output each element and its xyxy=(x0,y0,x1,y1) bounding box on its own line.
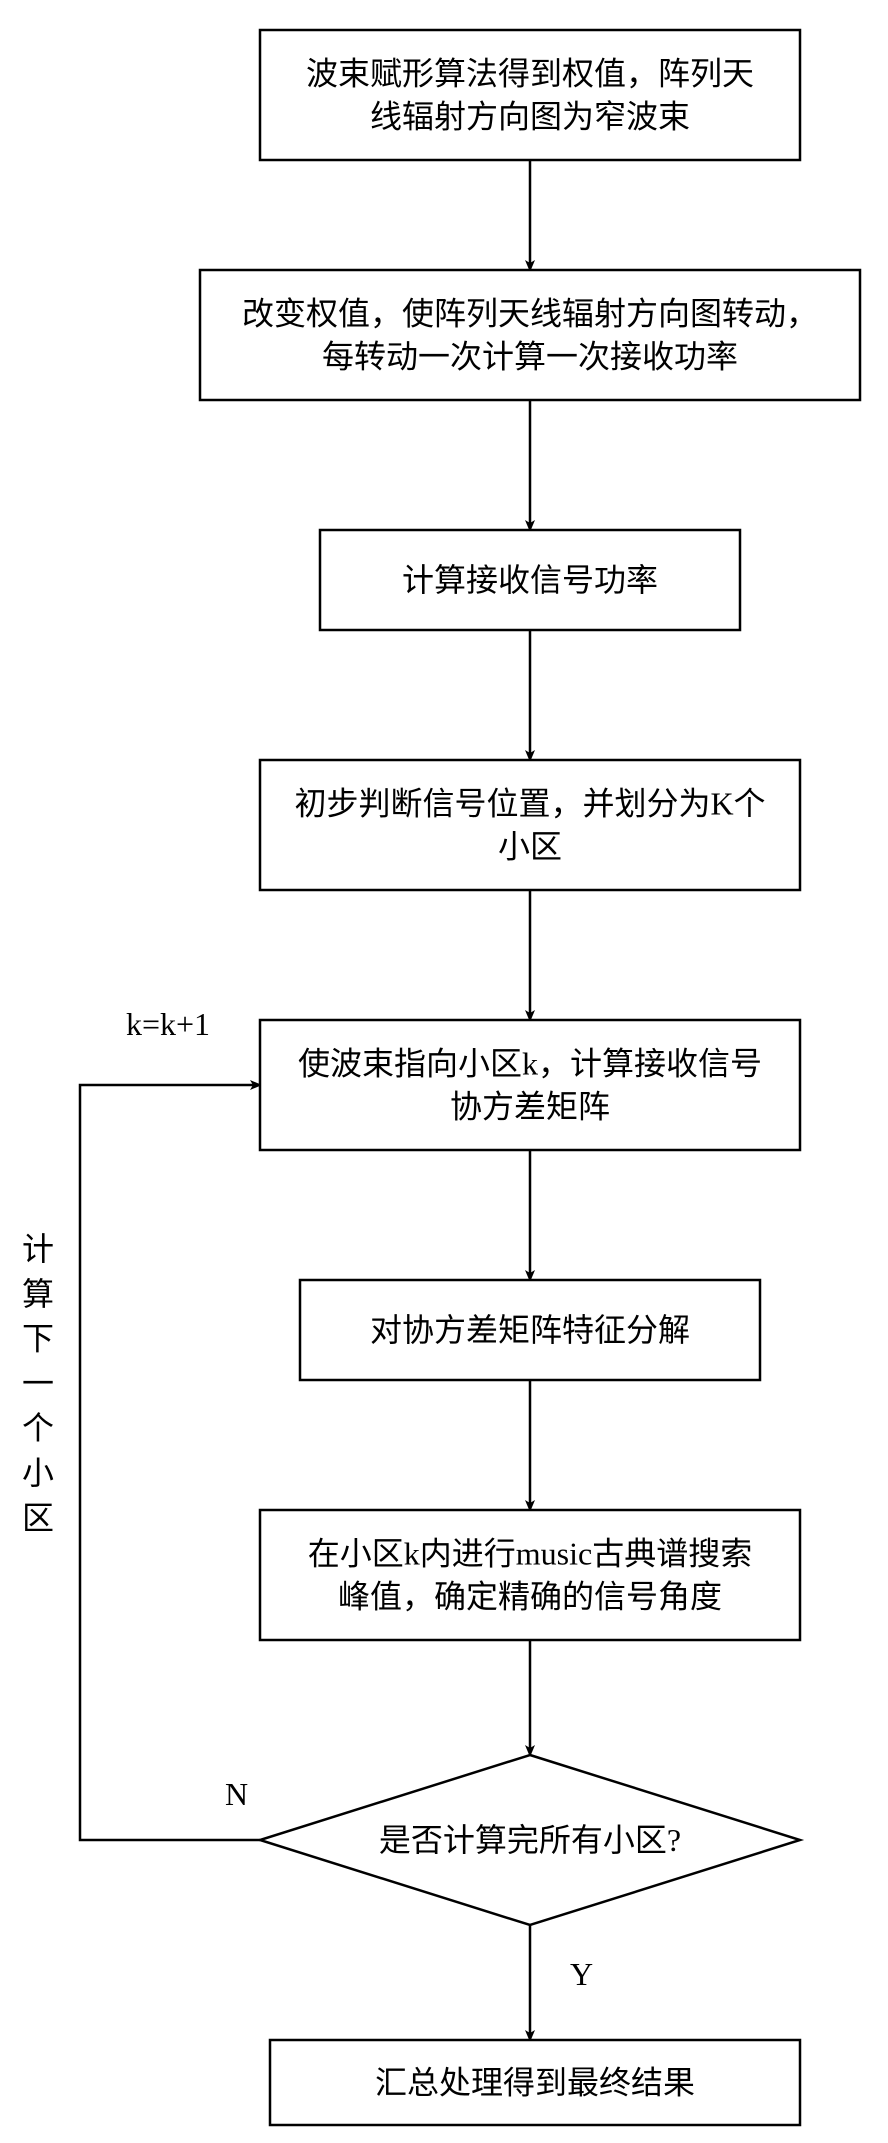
side-label-0: k=k+1 xyxy=(126,1006,210,1042)
node-n8-text-0: 是否计算完所有小区? xyxy=(379,1822,681,1858)
node-n7-text-1: 峰值，确定精确的信号角度 xyxy=(338,1579,722,1615)
node-n1 xyxy=(260,30,800,160)
node-n6-text-0: 对协方差矩阵特征分解 xyxy=(370,1312,690,1348)
node-n7-text-0: 在小区k内进行music古典谱搜索 xyxy=(308,1535,752,1571)
node-n7 xyxy=(260,1510,800,1640)
node-n4 xyxy=(260,760,800,890)
side-label-1-char-5: 小 xyxy=(22,1455,54,1491)
side-label-1-char-1: 算 xyxy=(22,1276,54,1312)
node-n2-text-1: 每转动一次计算一次接收功率 xyxy=(322,339,738,375)
node-n4-text-1: 小区 xyxy=(498,829,562,865)
node-n4-text-0: 初步判断信号位置，并划分为K个 xyxy=(294,785,765,821)
flowchart-diagram: Y N 波束赋形算法得到权值，阵列天线辐射方向图为窄波束改变权值，使阵列天线辐射方向… xyxy=(0,0,888,2143)
edge-label-Y: Y xyxy=(570,1956,593,1992)
side-label-1-char-6: 区 xyxy=(22,1500,54,1536)
side-label-1-char-0: 计 xyxy=(22,1231,54,1267)
node-n1-text-1: 线辐射方向图为窄波束 xyxy=(370,99,690,135)
edge-n8-n5 xyxy=(80,1085,260,1840)
node-n5-text-1: 协方差矩阵 xyxy=(450,1089,610,1125)
side-label-1-char-3: 一 xyxy=(22,1365,54,1401)
node-n2-text-0: 改变权值，使阵列天线辐射方向图转动， xyxy=(242,295,818,331)
side-label-1-char-4: 个 xyxy=(22,1410,54,1446)
side-label-1-char-2: 下 xyxy=(22,1321,54,1357)
edge-label-N: N xyxy=(225,1776,248,1812)
node-n2 xyxy=(200,270,860,400)
node-n5 xyxy=(260,1020,800,1150)
node-n3-text-0: 计算接收信号功率 xyxy=(402,562,658,598)
node-n1-text-0: 波束赋形算法得到权值，阵列天 xyxy=(306,55,754,91)
node-n5-text-0: 使波束指向小区k，计算接收信号 xyxy=(298,1045,762,1081)
node-n9-text-0: 汇总处理得到最终结果 xyxy=(375,2065,695,2101)
